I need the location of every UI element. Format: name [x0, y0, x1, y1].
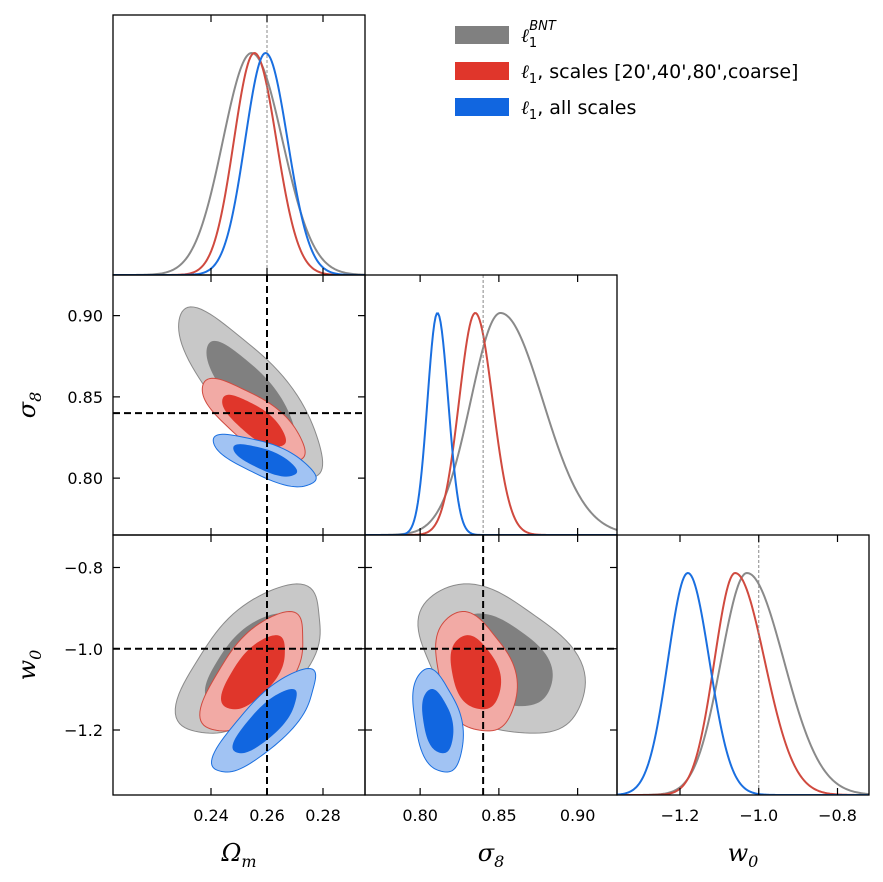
panel-om-om: [113, 15, 365, 275]
density-curve-s8-1: [365, 312, 617, 535]
density-curve-om-0: [113, 51, 365, 275]
legend-label-0: ℓ1 BNT: [521, 19, 557, 51]
axis-label-subscript: 0: [748, 852, 758, 871]
legend-symbol: ℓ: [521, 61, 529, 83]
axis-label-main: w: [13, 659, 41, 680]
x-tick-label-w0: −1.0: [739, 806, 778, 825]
contour-68-2: [233, 444, 298, 477]
legend-subscript: 1: [529, 36, 537, 51]
density-curve-s8-2: [365, 312, 617, 535]
y-axis-label-s8: σ8: [13, 392, 45, 419]
axis-label-main: w: [728, 839, 749, 867]
density-curve-w0-0: [617, 571, 869, 795]
legend-swatch-0: [455, 26, 509, 44]
panel-frame: [616, 534, 870, 796]
axis-label-subscript: 0: [26, 650, 45, 660]
y-tick-label-w0: −1.2: [64, 721, 103, 740]
panel-s8-w0: [365, 535, 617, 795]
x-tick-label-w0: −1.2: [661, 806, 700, 825]
y-tick-label-w0: −0.8: [64, 559, 103, 578]
axis-label-main: Ω: [220, 839, 241, 867]
legend-symbol: ℓ: [521, 97, 529, 119]
panel-om-w0: [113, 535, 365, 795]
legend-swatch-1: [455, 62, 509, 80]
legend-label-2: ℓ1, all scales: [521, 97, 636, 123]
axis-label-main: σ: [478, 839, 495, 867]
contour-68-1: [221, 635, 285, 710]
legend-label-1: ℓ1, scales [20',40',80',coarse]: [521, 61, 798, 87]
legend-rest: , scales [20',40',80',coarse]: [537, 61, 798, 83]
panel-frame: [112, 14, 366, 276]
x-axis-label-w0: w0: [728, 839, 759, 871]
x-tick-label-s8: 0.80: [402, 806, 438, 825]
axis-label-subscript: 8: [494, 852, 504, 871]
x-tick-label-s8: 0.85: [481, 806, 517, 825]
density-curve-s8-0: [365, 312, 617, 535]
panel-om-s8: [113, 275, 365, 535]
contour-68-1: [450, 635, 502, 710]
y-tick-label-s8: 0.85: [67, 388, 103, 407]
y-tick-label-s8: 0.90: [67, 307, 103, 326]
x-tick-label-om: 0.24: [193, 806, 229, 825]
x-tick-label-om: 0.26: [249, 806, 285, 825]
y-axis-label-w0: w0: [13, 650, 45, 681]
legend-superscript: BNT: [529, 19, 557, 34]
axis-label-subscript: 8: [26, 392, 45, 402]
x-tick-label-w0: −0.8: [818, 806, 857, 825]
legend-subscript: 1: [529, 72, 537, 87]
panel-s8-s8: [365, 275, 617, 535]
panel-w0-w0: [617, 535, 869, 795]
legend-symbol: ℓ: [521, 25, 529, 47]
y-tick-label-s8: 0.80: [67, 469, 103, 488]
axis-label-main: σ: [13, 401, 41, 418]
legend-subscript: 1: [529, 108, 537, 123]
contour-68-2: [422, 688, 454, 754]
legend-rest: , all scales: [537, 97, 636, 119]
contour-68-2: [232, 688, 297, 754]
x-axis-label-s8: σ8: [478, 839, 505, 871]
density-curve-w0-1: [617, 571, 869, 795]
density-curve-om-2: [113, 51, 365, 275]
x-axis-label-om: Ωm: [220, 839, 256, 871]
density-curve-w0-2: [617, 571, 869, 795]
x-tick-label-s8: 0.90: [560, 806, 596, 825]
contour-68-1: [222, 394, 286, 447]
density-curve-om-1: [113, 51, 365, 275]
y-tick-label-w0: −1.0: [64, 640, 103, 659]
x-tick-label-om: 0.28: [305, 806, 341, 825]
legend-swatch-2: [455, 98, 509, 116]
axis-label-subscript: m: [241, 852, 256, 871]
